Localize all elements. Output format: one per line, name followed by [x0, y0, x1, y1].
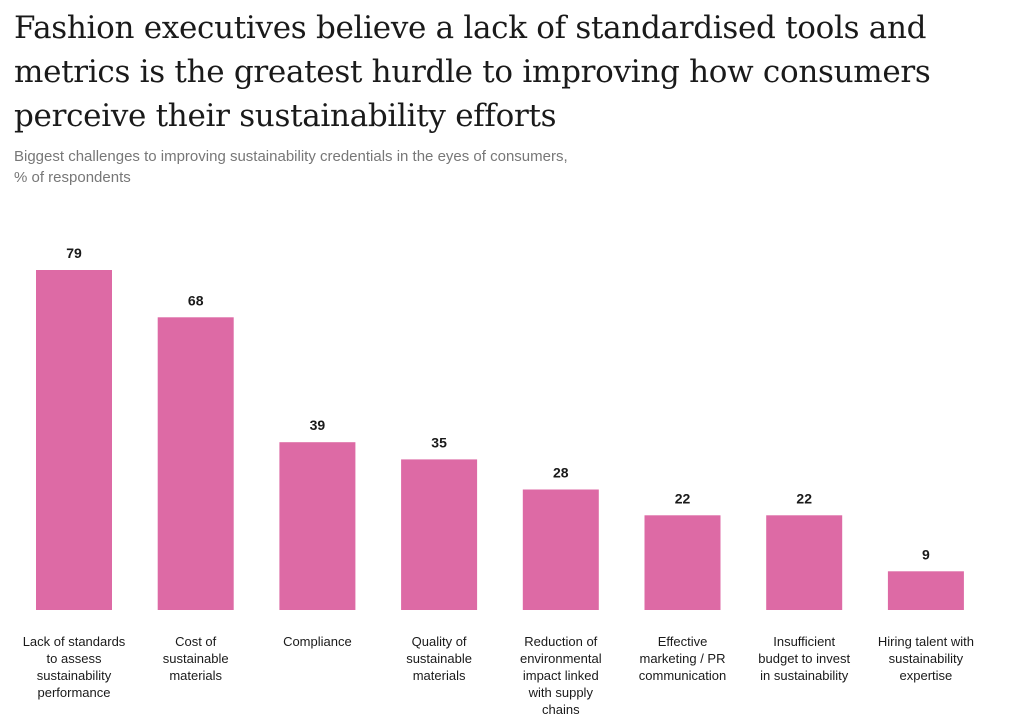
value-label-6: 22 — [796, 490, 812, 506]
category-label-line: impact linked — [523, 668, 599, 683]
category-label-line: Cost of — [175, 634, 217, 649]
category-label-line: Quality of — [412, 634, 467, 649]
category-label-line: with supply — [528, 685, 594, 700]
bar-3 — [401, 459, 478, 610]
category-label-0: Lack of standards to assess sustainability… — [23, 634, 126, 700]
category-label-line: Lack of standards — [23, 634, 126, 649]
category-label-line: communication — [639, 668, 726, 683]
bar-2 — [279, 442, 356, 610]
category-label-line: budget to invest — [758, 651, 850, 666]
subtitle-line-2: % of respondents — [14, 169, 131, 186]
value-label-4: 28 — [553, 465, 569, 481]
category-label-line: in sustainability — [760, 668, 849, 683]
value-label-3: 35 — [431, 434, 447, 450]
category-label-2: Compliance — [283, 634, 352, 649]
category-label-line: expertise — [900, 668, 953, 683]
bar-0 — [36, 270, 112, 610]
value-label-0: 79 — [66, 245, 82, 261]
category-label-line: sustainable — [163, 651, 229, 666]
category-label-4: Reduction of environmental impact linked wi… — [520, 634, 602, 717]
category-label-line: Hiring talent with — [878, 634, 974, 649]
category-label-line: to assess — [47, 651, 102, 666]
category-label-line: marketing / PR — [640, 651, 726, 666]
bar-7 — [887, 571, 964, 610]
bar-1 — [157, 317, 234, 610]
category-label-line: chains — [542, 702, 580, 717]
category-label-1: Cost of sustainable materials — [163, 634, 229, 683]
category-label-line: sustainability — [37, 668, 112, 683]
value-label-7: 9 — [922, 546, 930, 562]
category-label-6: Insufficient budget to invest in sustainab… — [758, 634, 850, 683]
category-label-line: materials — [169, 668, 222, 683]
category-label-line: Compliance — [283, 634, 352, 649]
category-label-line: materials — [413, 668, 466, 683]
bar-6 — [766, 515, 843, 610]
bar-5 — [644, 515, 721, 610]
category-label-3: Quality of sustainable materials — [406, 634, 472, 683]
category-label-line: Insufficient — [773, 634, 835, 649]
category-label-line: environmental — [520, 651, 602, 666]
category-label-line: Effective — [658, 634, 708, 649]
bar-4 — [522, 489, 599, 610]
chart-title: Fashion executives believe a lack of sta… — [14, 10, 931, 134]
chart-subtitle: Biggest challenges to improving sustaina… — [14, 146, 814, 188]
value-label-2: 39 — [310, 417, 326, 433]
category-label-line: sustainability — [889, 651, 964, 666]
category-label-5: Effective marketing / PR communication — [639, 634, 726, 683]
value-label-5: 22 — [675, 490, 691, 506]
category-label-line: Reduction of — [524, 634, 597, 649]
category-label-7: Hiring talent with sustainability expertis… — [878, 634, 974, 683]
value-label-1: 68 — [188, 292, 204, 308]
category-label-line: performance — [38, 685, 111, 700]
category-label-line: sustainable — [406, 651, 472, 666]
subtitle-line-1: Biggest challenges to improving sustaina… — [14, 148, 568, 165]
